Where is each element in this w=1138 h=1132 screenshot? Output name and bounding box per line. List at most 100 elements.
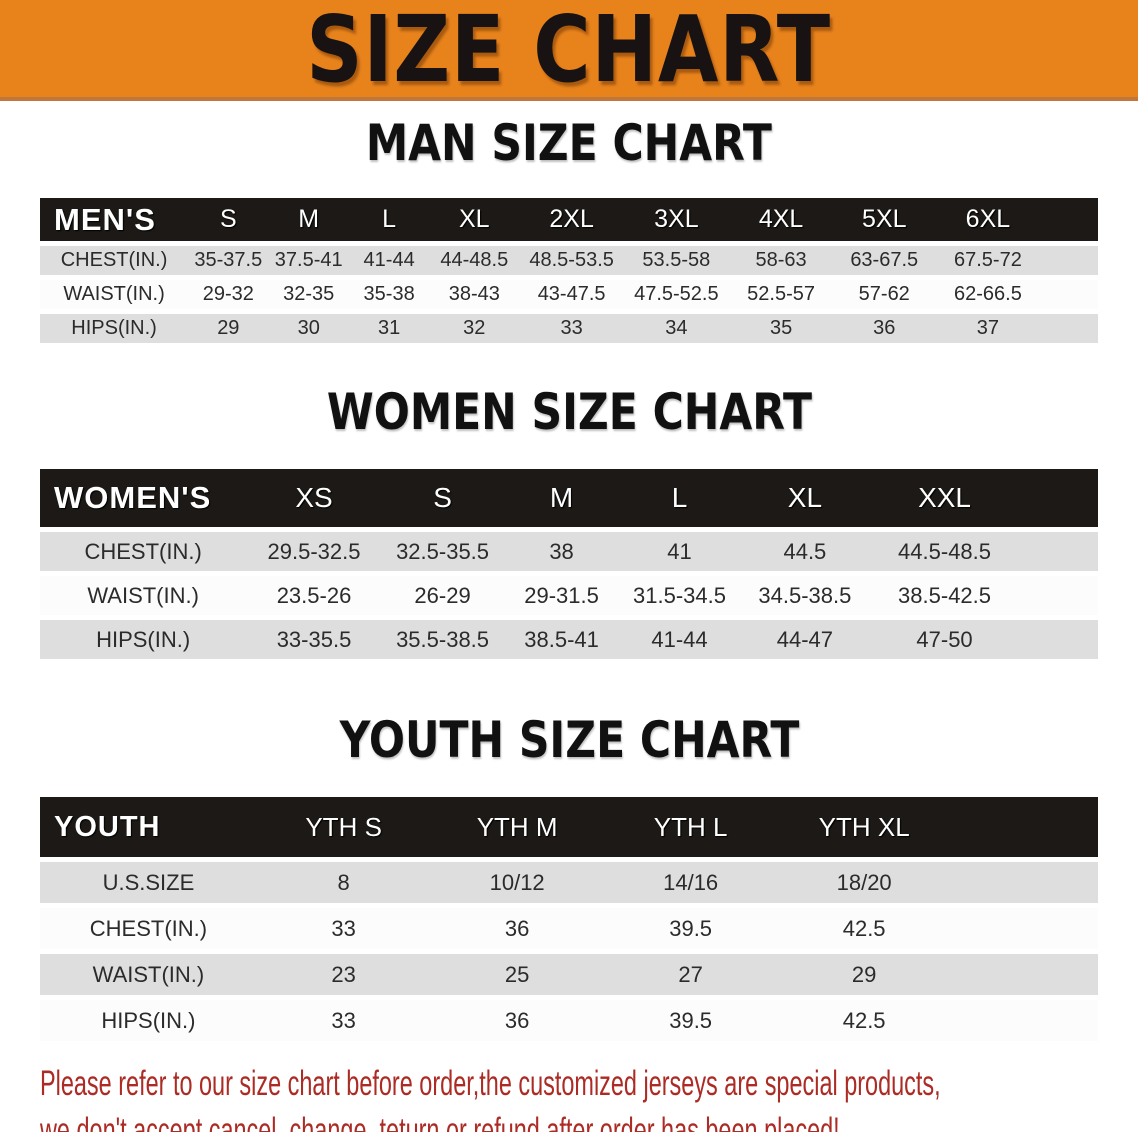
table-header-row: WOMEN'S XS S M L XL XXL: [40, 469, 1098, 527]
women-size-section: WOMEN SIZE CHART WOMEN'S XS S M L XL XXL CHEST(…: [40, 386, 1098, 664]
size-value-cell: 63-67.5: [833, 246, 936, 275]
size-column-header: 6XL: [935, 198, 1041, 241]
size-value-cell: 36: [833, 314, 936, 343]
size-value-cell: 37: [935, 314, 1041, 343]
size-value-cell: 39.5: [603, 1000, 778, 1041]
page-title-text: SIZE CHART: [306, 0, 832, 101]
men-size-table: MEN'S S M L XL 2XL 3XL 4XL 5XL 6XL CHEST(IN.) 35-37…: [40, 193, 1098, 348]
size-value-cell: 52.5-57: [728, 280, 834, 309]
size-value-cell: 47-50: [870, 620, 1019, 659]
size-value-cell: 27: [603, 954, 778, 995]
size-value-cell: 25: [430, 954, 604, 995]
row-label: CHEST(IN.): [40, 908, 257, 949]
size-value-cell: 38.5-42.5: [870, 576, 1019, 615]
size-value-cell: 62-66.5: [935, 280, 1041, 309]
row-label: CHEST(IN.): [40, 246, 189, 275]
row-label: WAIST(IN.): [40, 954, 257, 995]
size-value-cell: 23.5-26: [246, 576, 382, 615]
size-value-cell: 44.5-48.5: [870, 532, 1019, 571]
row-label: WAIST(IN.): [40, 280, 189, 309]
women-section-heading-text: WOMEN SIZE CHART: [326, 383, 812, 441]
filler-cell: [950, 954, 1098, 995]
size-value-cell: 29-31.5: [503, 576, 620, 615]
row-label: CHEST(IN.): [40, 532, 247, 571]
size-column-header: YTH L: [603, 797, 778, 857]
filler-cell: [1018, 576, 1098, 615]
size-value-cell: 44-47: [739, 620, 871, 659]
size-value-cell: 36: [430, 1000, 604, 1041]
measurement-row: HIPS(IN.) 33 36 39.5 42.5: [40, 1000, 1098, 1041]
size-value-cell: 58-63: [728, 246, 834, 275]
size-column-header: 3XL: [623, 198, 729, 241]
size-column-header: S: [381, 469, 504, 527]
measurement-row: WAIST(IN.) 23.5-26 26-29 29-31.5 31.5-34.5 34…: [40, 576, 1098, 615]
size-value-cell: 23: [256, 954, 431, 995]
youth-size-table: YOUTH YTH S YTH M YTH L YTH XL U.S.SIZE 8 10/12…: [40, 792, 1098, 1046]
filler-cell: [950, 797, 1098, 857]
size-value-cell: 57-62: [833, 280, 936, 309]
size-column-header: XXL: [870, 469, 1019, 527]
size-value-cell: 43-47.5: [519, 280, 624, 309]
men-size-section: MAN SIZE CHART MEN'S S M L XL 2XL 3XL 4XL 5XL 6XL…: [40, 117, 1098, 348]
size-value-cell: 34: [623, 314, 729, 343]
disclaimer-line-2: we don't accept cancel, change, teturn o…: [40, 1111, 840, 1132]
size-column-header: YTH S: [256, 797, 431, 857]
size-column-header: XS: [246, 469, 382, 527]
size-column-header: XL: [739, 469, 871, 527]
measurement-row: HIPS(IN.) 33-35.5 35.5-38.5 38.5-41 41-44 44-…: [40, 620, 1098, 659]
size-value-cell: 14/16: [603, 862, 778, 903]
size-value-cell: 47.5-52.5: [623, 280, 729, 309]
filler-cell: [1040, 314, 1098, 343]
measurement-row: WAIST(IN.) 29-32 32-35 35-38 38-43 43-47.5 47.…: [40, 280, 1098, 309]
size-value-cell: 33-35.5: [246, 620, 382, 659]
size-value-cell: 44.5: [739, 532, 871, 571]
row-label: HIPS(IN.): [40, 314, 189, 343]
size-value-cell: 29-32: [188, 280, 269, 309]
size-value-cell: 38-43: [429, 280, 520, 309]
table-title: MEN'S: [40, 198, 189, 241]
size-value-cell: 41: [619, 532, 740, 571]
size-value-cell: 38: [503, 532, 620, 571]
size-column-header: M: [503, 469, 620, 527]
size-value-cell: 42.5: [777, 908, 951, 949]
filler-cell: [1040, 246, 1098, 275]
filler-cell: [950, 908, 1098, 949]
size-column-header: YTH M: [430, 797, 604, 857]
row-label: U.S.SIZE: [40, 862, 257, 903]
measurement-row: U.S.SIZE 8 10/12 14/16 18/20: [40, 862, 1098, 903]
size-value-cell: 35.5-38.5: [381, 620, 504, 659]
page-title: SIZE CHART: [0, 0, 1138, 101]
size-value-cell: 30: [268, 314, 349, 343]
size-column-header: S: [188, 198, 269, 241]
size-value-cell: 36: [430, 908, 604, 949]
filler-cell: [950, 1000, 1098, 1041]
size-value-cell: 41-44: [348, 246, 430, 275]
filler-cell: [1040, 198, 1098, 241]
table-header-row: MEN'S S M L XL 2XL 3XL 4XL 5XL 6XL: [40, 198, 1098, 241]
size-value-cell: 35-37.5: [188, 246, 269, 275]
men-section-heading-text: MAN SIZE CHART: [365, 114, 773, 172]
size-value-cell: 31.5-34.5: [619, 576, 740, 615]
size-column-header: 2XL: [519, 198, 624, 241]
youth-section-heading-text: YOUTH SIZE CHART: [339, 711, 799, 769]
size-value-cell: 53.5-58: [623, 246, 729, 275]
size-value-cell: 31: [348, 314, 430, 343]
size-value-cell: 29: [777, 954, 951, 995]
size-column-header: M: [268, 198, 349, 241]
men-section-heading: MAN SIZE CHART: [40, 117, 1098, 179]
table-header-row: YOUTH YTH S YTH M YTH L YTH XL: [40, 797, 1098, 857]
size-value-cell: 10/12: [430, 862, 604, 903]
measurement-row: WAIST(IN.) 23 25 27 29: [40, 954, 1098, 995]
size-value-cell: 32-35: [268, 280, 349, 309]
size-value-cell: 42.5: [777, 1000, 951, 1041]
size-value-cell: 67.5-72: [935, 246, 1041, 275]
size-value-cell: 18/20: [777, 862, 951, 903]
size-value-cell: 34.5-38.5: [739, 576, 871, 615]
size-value-cell: 35-38: [348, 280, 430, 309]
size-value-cell: 41-44: [619, 620, 740, 659]
women-section-heading: WOMEN SIZE CHART: [40, 386, 1098, 448]
size-value-cell: 8: [256, 862, 431, 903]
youth-section-heading: YOUTH SIZE CHART: [40, 714, 1098, 776]
table-title: WOMEN'S: [40, 469, 247, 527]
size-value-cell: 35: [728, 314, 834, 343]
